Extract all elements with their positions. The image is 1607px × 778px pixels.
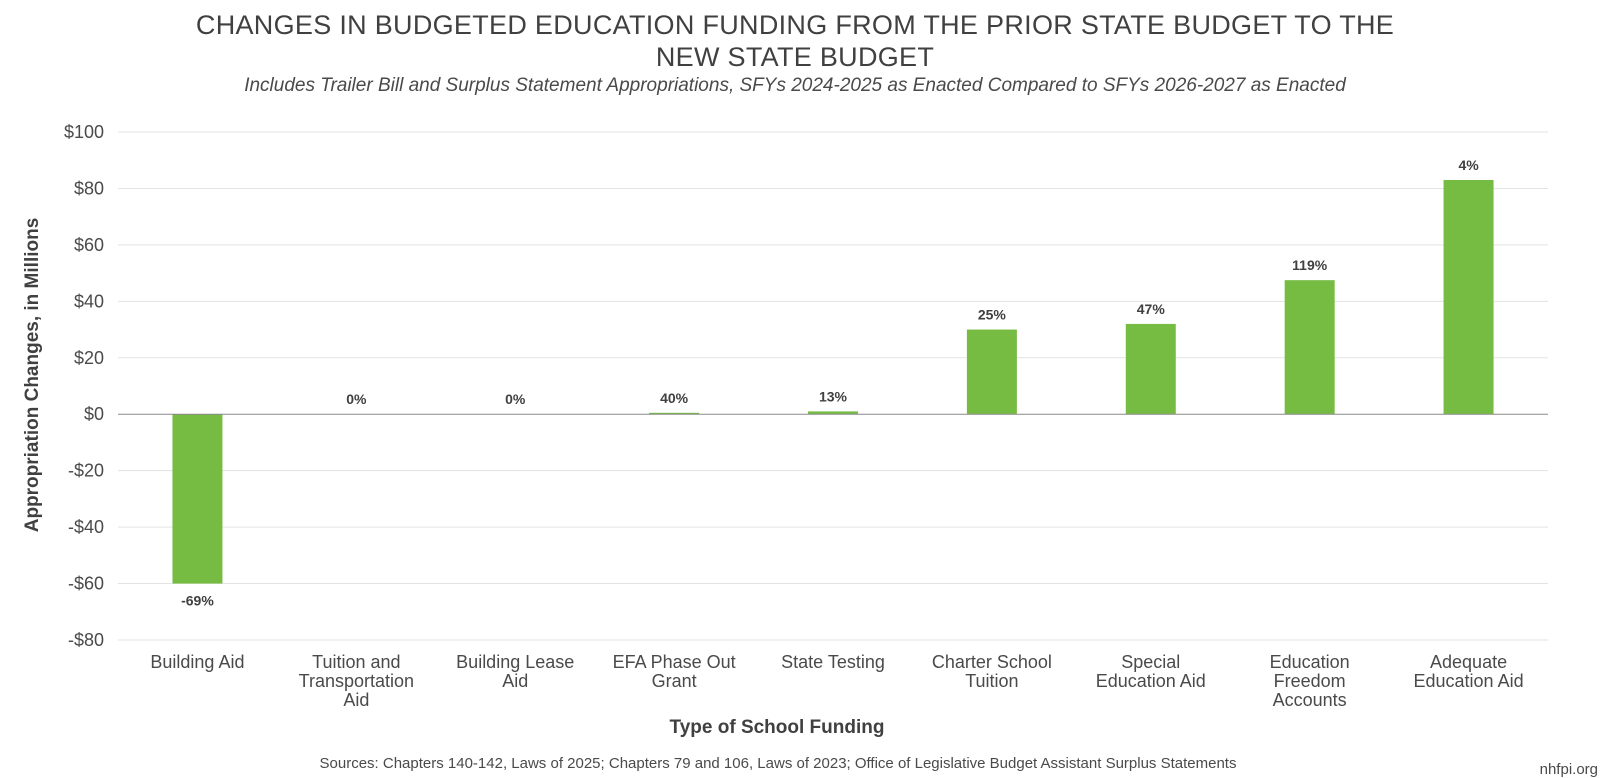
data-label: 25%: [978, 307, 1007, 323]
y-tick-label: $20: [74, 348, 104, 368]
y-tick-label: -$80: [68, 630, 104, 650]
category-label-line: Special: [1121, 652, 1180, 672]
bar: [1125, 323, 1176, 415]
y-tick-label: -$20: [68, 461, 104, 481]
chart-title-line-2: NEW STATE BUDGET: [656, 42, 934, 72]
category-label-line: Transportation: [299, 671, 414, 691]
y-tick-label: $100: [64, 122, 104, 142]
y-axis-title: Appropriation Changes, in Millions: [22, 218, 43, 533]
data-label: 47%: [1137, 301, 1166, 317]
category-label-line: Building Aid: [150, 652, 244, 672]
x-axis-title: Type of School Funding: [670, 717, 885, 738]
bar: [808, 411, 858, 415]
category-label-line: Education Aid: [1414, 671, 1524, 691]
data-label: 4%: [1458, 157, 1479, 173]
category-label-line: Charter School: [932, 652, 1052, 672]
category-label-line: Aid: [502, 671, 528, 691]
y-tick-label: $40: [74, 291, 104, 311]
category-label-line: Education: [1270, 652, 1350, 672]
data-label: 0%: [346, 391, 367, 407]
y-tick-label: $0: [84, 404, 104, 424]
category-label-line: Grant: [652, 671, 697, 691]
chart-title-line-1: CHANGES IN BUDGETED EDUCATION FUNDING FR…: [196, 10, 1394, 40]
source-note: Sources: Chapters 140-142, Laws of 2025;…: [320, 755, 1237, 772]
bar: [966, 329, 1017, 415]
credit-url: nhfpi.org: [1540, 761, 1598, 778]
bar: [1443, 179, 1494, 415]
y-tick-label: $80: [74, 178, 104, 198]
data-label: 40%: [660, 390, 689, 406]
category-label-line: Accounts: [1273, 690, 1347, 710]
category-label-line: Freedom: [1274, 671, 1346, 691]
bar: [172, 414, 223, 584]
category-label: State Testing: [781, 652, 885, 672]
category-label-line: Adequate: [1430, 652, 1507, 672]
category-label-line: State Testing: [781, 652, 885, 672]
x-axis-category-labels: Building Aid Tuition andTransportationAid…: [150, 652, 1523, 710]
gridlines: [118, 131, 1548, 641]
y-tick-label: -$60: [68, 574, 104, 594]
chart-subtitle: Includes Trailer Bill and Surplus Statem…: [244, 75, 1347, 96]
data-label: -69%: [181, 593, 214, 609]
category-label-line: Building Lease: [456, 652, 574, 672]
data-label: 119%: [1292, 257, 1328, 273]
category-label-line: Education Aid: [1096, 671, 1206, 691]
y-tick-label: -$40: [68, 517, 104, 537]
bars: [172, 179, 1494, 584]
category-label-line: Tuition: [965, 671, 1018, 691]
category-label-line: Aid: [343, 690, 369, 710]
y-axis-tick-labels: $100 $80 $60 $40 $20 $0 -$20 -$40 -$60 -$80: [64, 122, 104, 650]
bar: [649, 412, 700, 415]
category-label: Building Aid: [150, 652, 244, 672]
data-labels: -69% 0% 0% 40% 13% 25% 47% 119% 4%: [181, 157, 1479, 609]
y-tick-label: $60: [74, 235, 104, 255]
category-label-line: Tuition and: [312, 652, 400, 672]
data-label: 0%: [505, 391, 526, 407]
data-label: 13%: [819, 388, 848, 404]
bar: [1284, 280, 1335, 415]
category-label-line: EFA Phase Out: [613, 652, 736, 672]
